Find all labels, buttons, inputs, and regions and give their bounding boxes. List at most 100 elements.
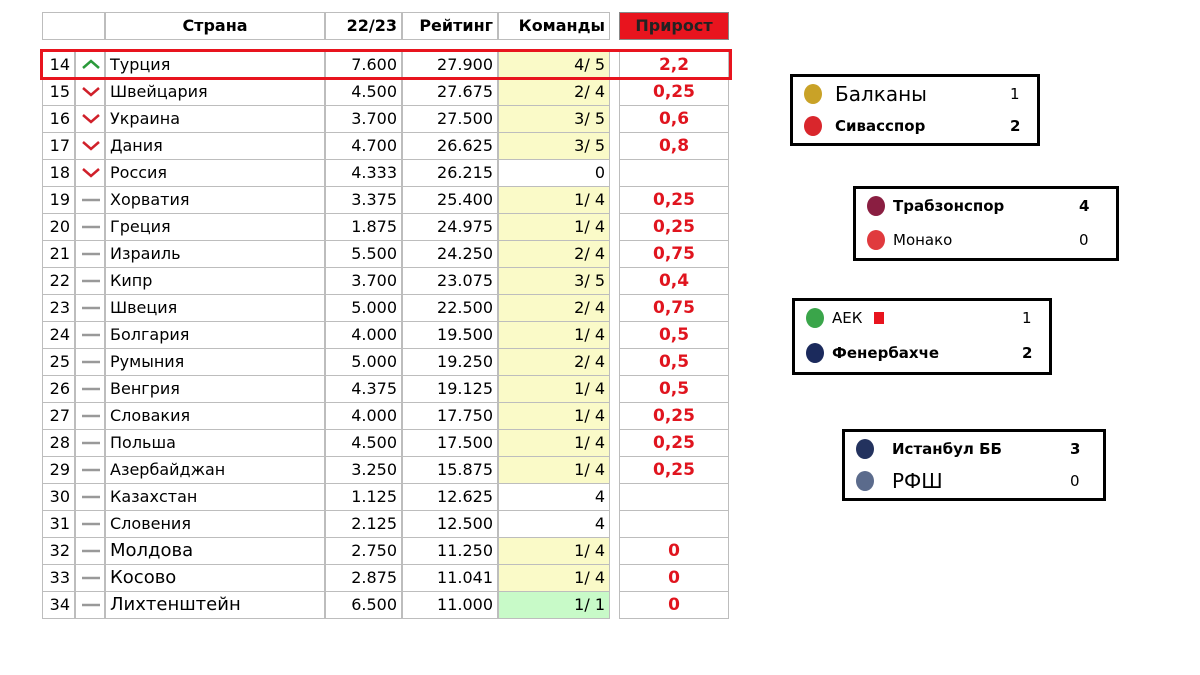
trend-icon [75, 321, 105, 349]
trend-icon [75, 483, 105, 511]
country: Россия [105, 159, 325, 187]
rank: 27 [42, 402, 75, 430]
season: 2.125 [325, 510, 402, 538]
trend-icon [75, 564, 105, 592]
rating: 19.125 [402, 375, 498, 403]
season: 3.250 [325, 456, 402, 484]
match-box [842, 429, 1106, 501]
season: 5.000 [325, 348, 402, 376]
rating: 11.000 [402, 591, 498, 619]
rank: 22 [42, 267, 75, 295]
rating: 12.625 [402, 483, 498, 511]
trend-icon [75, 456, 105, 484]
team-name: Монако [893, 230, 953, 249]
rank: 29 [42, 456, 75, 484]
trend [82, 414, 100, 418]
growth: 0,5 [619, 348, 729, 376]
trend-icon [75, 240, 105, 268]
rating: 17.750 [402, 402, 498, 430]
country: Казахстан [105, 483, 325, 511]
rank: 28 [42, 429, 75, 457]
trend [82, 387, 100, 391]
teams: 1/ 4 [498, 375, 610, 403]
match-box [792, 298, 1052, 375]
trend [82, 495, 100, 499]
red-card [874, 312, 884, 324]
team-logo [867, 229, 885, 250]
trend [82, 198, 100, 202]
team-score: 2 [1010, 117, 1021, 135]
trend-icon [75, 375, 105, 403]
country: Греция [105, 213, 325, 241]
team-name: Сивасспор [835, 117, 926, 135]
growth: 0,75 [619, 240, 729, 268]
header-cell: 22/23 [325, 12, 402, 40]
team-score: 0 [1070, 472, 1080, 490]
country: Швейцария [105, 78, 325, 106]
rating: 22.500 [402, 294, 498, 322]
country: Азербайджан [105, 456, 325, 484]
rank: 15 [42, 78, 75, 106]
growth: 0,8 [619, 132, 729, 160]
season: 4.500 [325, 429, 402, 457]
rating: 24.975 [402, 213, 498, 241]
team-score: 0 [1079, 230, 1089, 249]
team-logo [806, 308, 824, 328]
trend-icon [75, 78, 105, 106]
trend [82, 114, 100, 124]
country: Румыния [105, 348, 325, 376]
country: Венгрия [105, 375, 325, 403]
rank: 17 [42, 132, 75, 160]
team-name: Фенербахче [832, 343, 940, 362]
growth: 0,75 [619, 294, 729, 322]
trend [82, 441, 100, 445]
team-name: РФШ [892, 469, 943, 493]
rank: 21 [42, 240, 75, 268]
header-cell: Прирост [619, 12, 729, 40]
country: Молдова [105, 537, 325, 565]
teams: 1/ 4 [498, 402, 610, 430]
country: Польша [105, 429, 325, 457]
teams: 1/ 4 [498, 186, 610, 214]
teams: 2/ 4 [498, 240, 610, 268]
trend-icon [75, 294, 105, 322]
rank: 16 [42, 105, 75, 133]
rating: 19.250 [402, 348, 498, 376]
team-logo [867, 196, 885, 216]
team-logo [806, 342, 824, 363]
trend [82, 468, 100, 472]
trend [82, 87, 100, 97]
rating: 17.500 [402, 429, 498, 457]
trend-icon [75, 348, 105, 376]
rating: 25.400 [402, 186, 498, 214]
rank: 32 [42, 537, 75, 565]
season: 5.500 [325, 240, 402, 268]
match-box [790, 74, 1040, 146]
rank: 31 [42, 510, 75, 538]
rank: 19 [42, 186, 75, 214]
team-score: 2 [1022, 343, 1033, 362]
trend-icon [75, 267, 105, 295]
season: 4.333 [325, 159, 402, 187]
trend-icon [75, 591, 105, 619]
trend-icon [75, 105, 105, 133]
season: 4.700 [325, 132, 402, 160]
trend [82, 576, 100, 580]
rating: 19.500 [402, 321, 498, 349]
growth: 0,4 [619, 267, 729, 295]
country: Кипр [105, 267, 325, 295]
rank: 24 [42, 321, 75, 349]
season: 3.375 [325, 186, 402, 214]
team-name: Балканы [835, 82, 927, 106]
country: Косово [105, 564, 325, 592]
team-logo [856, 439, 874, 459]
trend-icon [75, 402, 105, 430]
growth: 0,25 [619, 429, 729, 457]
rating: 12.500 [402, 510, 498, 538]
season: 1.125 [325, 483, 402, 511]
teams: 3/ 5 [498, 105, 610, 133]
header-cell: Страна [105, 12, 325, 40]
match-box [853, 186, 1119, 261]
trend-icon [75, 186, 105, 214]
teams: 1/ 4 [498, 213, 610, 241]
